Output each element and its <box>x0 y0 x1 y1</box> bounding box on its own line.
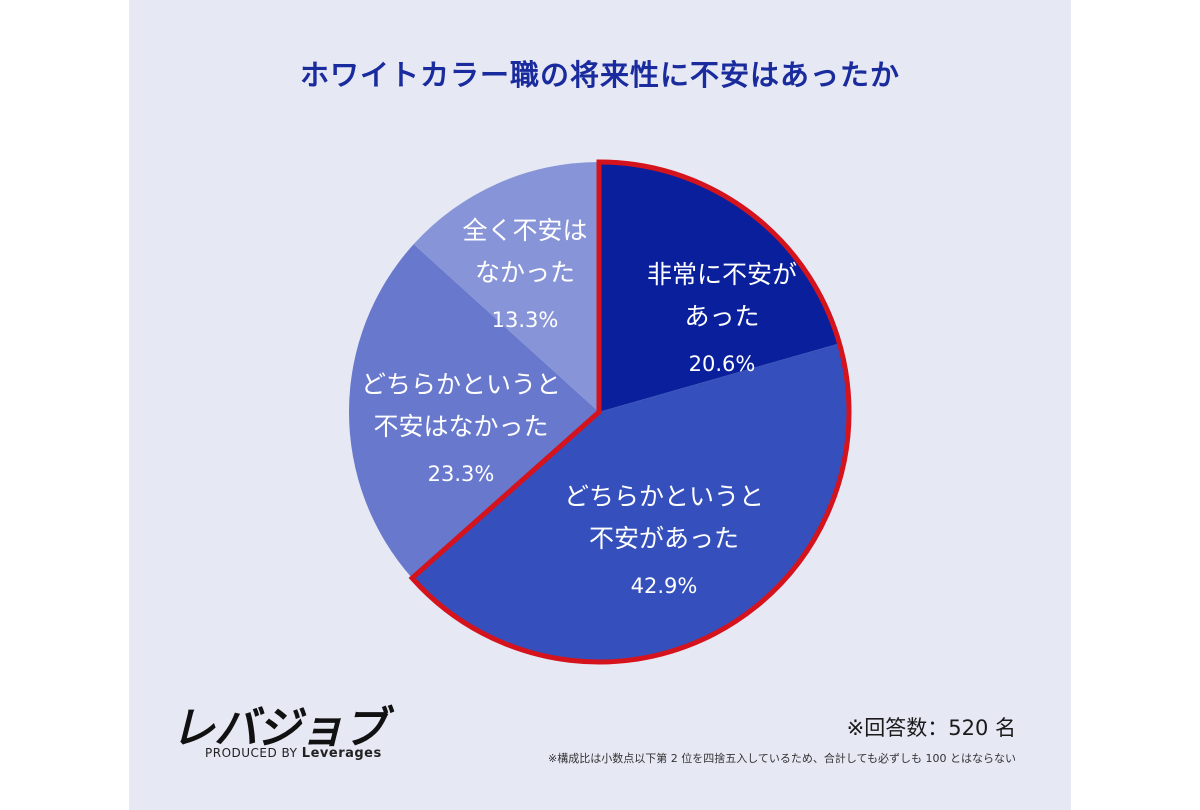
slice-label-1-line-1: 不安があった <box>589 524 739 553</box>
chart-title: ホワイトカラー職の将来性に不安はあったか <box>299 58 900 92</box>
slice-percent-0: 20.6% <box>689 352 756 376</box>
slice-percent-3: 13.3% <box>492 308 559 332</box>
slice-label-0-line-1: あった <box>684 302 759 331</box>
highlight-outline <box>408 159 852 665</box>
slice-label-2-line-0: どちらかというと <box>361 370 561 399</box>
slice-label-0-line-0: 非常に不安が <box>647 260 797 289</box>
slice-label-3-line-1: なかった <box>475 258 575 287</box>
slice-percent-2: 23.3% <box>428 462 495 486</box>
slice-percent-1: 42.9% <box>631 574 698 598</box>
respondent-count: ※回答数：520 名 <box>846 716 1016 740</box>
pie-slice-2 <box>349 244 599 579</box>
company-name: Leverages <box>301 746 382 761</box>
pie-slice-0 <box>599 162 840 412</box>
slice-label-1-line-0: どちらかというと <box>564 482 764 511</box>
brand-produced-by: PRODUCED BY Leverages <box>205 746 382 761</box>
pie-slice-3 <box>413 162 599 412</box>
pie-slices <box>349 162 849 662</box>
slice-label-3-line-0: 全く不安は <box>462 216 587 245</box>
chart-canvas: ホワイトカラー職の将来性に不安はあったか 非常に不安が あった 20.6% どちらかと… <box>129 0 1071 810</box>
pie-slice-1 <box>412 343 849 662</box>
pie-highlight <box>408 159 852 665</box>
produced-by-text: PRODUCED BY <box>205 746 298 760</box>
slice-label-2-line-1: 不安はなかった <box>373 412 548 441</box>
footnote: ※構成比は小数点以下第 2 位を四捨五入しているため、合計しても必ずしも 100… <box>548 752 1016 765</box>
brand-logo: レバジョブ <box>171 703 387 754</box>
pie-labels: 非常に不安があった20.6%どちらかというと不安があった42.9%どちらかという… <box>361 216 797 598</box>
pie-chart: 非常に不安があった20.6%どちらかというと不安があった42.9%どちらかという… <box>349 159 852 665</box>
